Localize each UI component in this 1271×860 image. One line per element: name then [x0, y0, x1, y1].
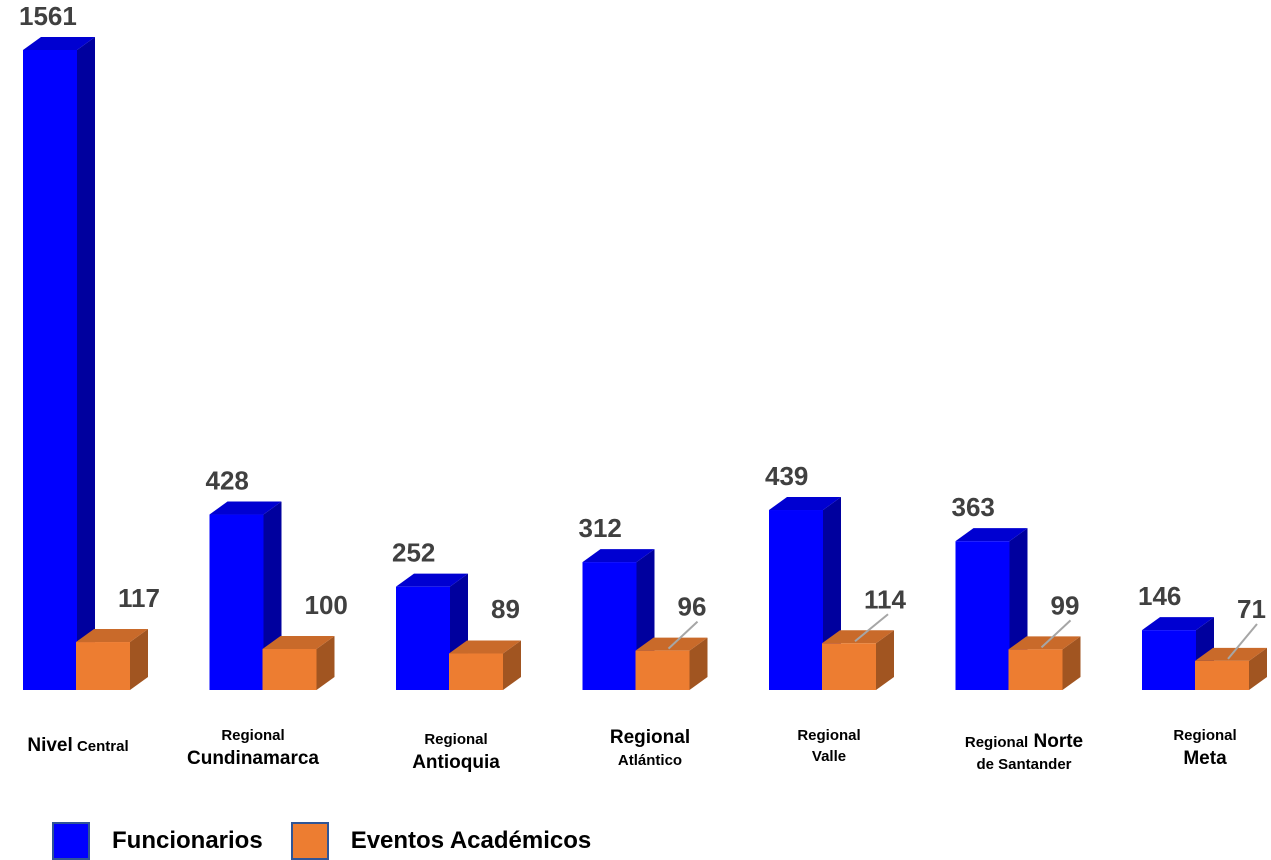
bar-top-funcionarios — [1142, 617, 1214, 631]
bar-group: 363 99 — [952, 492, 1081, 690]
bar-top-funcionarios — [396, 573, 468, 587]
data-label-leader — [1227, 623, 1258, 660]
bar-top-eventos — [1008, 636, 1081, 650]
bar-side-eventos — [316, 636, 335, 690]
data-label-funcionarios: 312 — [579, 513, 622, 543]
data-label-funcionarios: 1561 — [19, 1, 77, 31]
category-label-part: Central — [72, 738, 129, 755]
data-label-eventos: 99 — [1051, 590, 1080, 620]
bar-top-funcionarios — [209, 501, 282, 515]
category-label-part: Meta — [1183, 747, 1227, 769]
data-label-eventos: 89 — [491, 594, 520, 624]
category-label: Regional Norte de Santander — [934, 730, 1114, 775]
bar-eventos — [822, 643, 876, 690]
bar-top-eventos — [262, 636, 335, 650]
data-label-leader — [854, 613, 889, 643]
category-label-part: Antioquia — [412, 751, 500, 773]
bar-top-funcionarios — [769, 497, 841, 511]
bar-side-funcionarios — [77, 37, 95, 690]
bar-side-eventos — [1249, 647, 1267, 690]
bar-funcionarios — [396, 586, 450, 690]
category-label-part: Cundinamarca — [187, 747, 319, 769]
bar-top-funcionarios — [23, 37, 95, 50]
legend-label-funcionarios: Funcionarios — [112, 827, 263, 854]
data-label-eventos: 100 — [305, 590, 348, 620]
category-label-part: Regional — [1173, 727, 1237, 744]
bar-eventos — [76, 642, 130, 690]
bar-group: 252 89 — [392, 538, 521, 690]
category-label-part: Atlántico — [617, 751, 683, 769]
bar-group: 428 100 — [206, 466, 348, 690]
legend-swatch-funcionarios — [52, 822, 90, 860]
bar-side-eventos — [130, 629, 148, 690]
category-label: Regional Valle — [739, 726, 919, 768]
data-label-funcionarios: 146 — [1138, 581, 1181, 611]
data-label-eventos: 96 — [678, 592, 707, 622]
bar-funcionarios — [209, 514, 264, 690]
legend-swatch-eventos — [290, 822, 329, 860]
bar-top-funcionarios — [582, 549, 655, 563]
category-label-part: Regional — [609, 727, 691, 748]
data-label-eventos: 71 — [1237, 594, 1266, 624]
data-label-eventos: 114 — [864, 584, 906, 614]
bar-side-eventos — [503, 640, 521, 690]
bar-group: 146 71 — [1138, 581, 1267, 690]
category-label-part: Regional — [424, 731, 488, 748]
category-label: Regional Meta — [1115, 726, 1271, 771]
bar-top-funcionarios — [955, 528, 1028, 542]
bar-funcionarios — [23, 50, 77, 690]
category-label-part: Regional — [964, 734, 1029, 751]
bar-side-eventos — [1062, 636, 1081, 690]
data-label-funcionarios: 428 — [206, 466, 249, 496]
data-label-eventos: 117 — [118, 583, 160, 613]
category-label: Regional Atlántico — [560, 726, 740, 771]
category-label-part: Valle — [811, 747, 847, 765]
bar-top-eventos — [449, 640, 521, 654]
bar-side-eventos — [689, 637, 708, 690]
data-label-funcionarios: 252 — [392, 538, 435, 568]
bar-eventos — [449, 653, 503, 690]
bar-top-eventos — [76, 629, 148, 643]
legend-item-eventos: Eventos Académicos — [290, 822, 592, 860]
bar-eventos — [1195, 660, 1249, 690]
category-label-part: Regional — [221, 727, 285, 744]
bar-group: 312 96 — [579, 513, 708, 690]
bar-group: 1561 117 — [19, 1, 160, 690]
bar-eventos — [635, 650, 690, 690]
bar-funcionarios — [582, 562, 637, 690]
bar-funcionarios — [955, 541, 1010, 690]
legend-item-funcionarios: Funcionarios — [52, 822, 263, 860]
data-label-funcionarios: 363 — [952, 492, 995, 522]
data-label-funcionarios: 439 — [765, 461, 808, 491]
category-label: Regional Cundinamarca — [163, 726, 343, 771]
category-label-part: Norte — [1028, 731, 1084, 752]
bar-funcionarios — [769, 510, 823, 690]
category-label-part: de Santander — [976, 755, 1072, 773]
category-label: Regional Antioquia — [366, 730, 546, 775]
legend-label-eventos: Eventos Académicos — [350, 827, 592, 854]
data-label-leader — [667, 620, 699, 650]
category-label-part: Nivel — [27, 735, 73, 756]
category-label: Nivel Central — [0, 734, 168, 759]
bar-eventos — [1008, 649, 1063, 690]
bar-eventos — [262, 649, 317, 690]
legend: Funcionarios Eventos Académicos — [52, 822, 619, 860]
bar-top-eventos — [635, 637, 708, 651]
bar-group: 439 114 — [765, 461, 906, 690]
data-label-leader — [1040, 619, 1072, 649]
bar-top-eventos — [822, 630, 894, 644]
bar-funcionarios — [1142, 630, 1196, 690]
category-label-part: Regional — [797, 727, 861, 744]
bar-side-eventos — [876, 630, 894, 690]
